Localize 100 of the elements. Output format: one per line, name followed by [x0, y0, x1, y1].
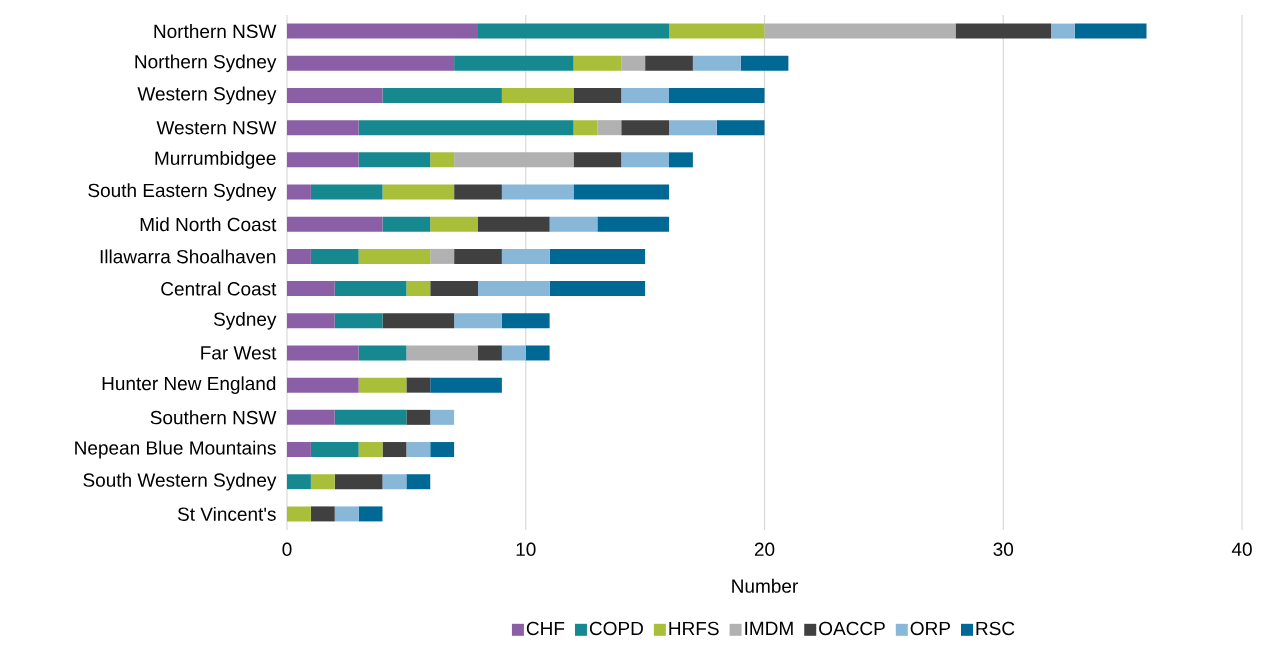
x-axis-title: Number: [732, 578, 798, 593]
bar: [382, 216, 431, 232]
bar: [382, 442, 407, 458]
bar: [358, 506, 383, 522]
bar: [334, 281, 407, 297]
bar: [406, 345, 478, 361]
bar: [287, 313, 335, 329]
legend-label: ORP: [910, 621, 950, 636]
bar: [454, 248, 502, 264]
bar: [334, 474, 383, 490]
bar: [287, 87, 383, 103]
bar: [669, 87, 765, 103]
bar: [310, 442, 359, 458]
bar: [287, 216, 383, 232]
bar: [430, 152, 455, 168]
x-tick-label: 20: [754, 542, 775, 556]
bar: [430, 281, 478, 297]
bar: [358, 377, 407, 393]
bar: [669, 120, 717, 136]
legend-label: COPD: [589, 621, 643, 636]
bar: [310, 506, 335, 522]
bar: [406, 281, 431, 297]
bar: [621, 87, 670, 103]
y-tick-label: South Western Sydney: [83, 472, 277, 491]
bar: [358, 248, 431, 264]
bar: [478, 345, 502, 361]
bar: [287, 474, 311, 490]
y-tick-label: Mid North Coast: [140, 217, 277, 232]
bar: [501, 87, 574, 103]
bar: [358, 120, 574, 136]
bar: [621, 152, 670, 168]
bar: [287, 184, 311, 200]
legend-label: HRFS: [669, 621, 719, 636]
bar: [573, 87, 622, 103]
y-tick-label: South Eastern Sydney: [88, 183, 277, 201]
bar: [287, 345, 359, 361]
bar: [334, 409, 407, 425]
bar: [334, 313, 383, 329]
bar: [406, 409, 431, 425]
bar: [478, 281, 550, 297]
bar: [406, 442, 431, 458]
bar: [310, 184, 383, 200]
bar: [287, 248, 311, 264]
bar: [692, 55, 741, 71]
bar: [382, 87, 502, 103]
bar: [597, 120, 622, 136]
y-tick-label: Nepean Blue Mountains: [75, 440, 276, 459]
bar: [358, 152, 431, 168]
bar: [382, 184, 455, 200]
x-tick-label: 10: [516, 542, 536, 556]
y-tick-label: Southern NSW: [150, 410, 277, 425]
y-tick-label: Illawarra Shoalhaven: [100, 249, 276, 264]
bar: [621, 120, 670, 136]
y-tick-label: Murrumbidgee: [155, 150, 276, 169]
bar: [454, 313, 502, 329]
legend-label: RSC: [976, 621, 1015, 636]
bar: [430, 248, 455, 264]
bar: [549, 248, 646, 264]
bar: [621, 55, 646, 71]
bar: [454, 55, 574, 71]
bar: [478, 216, 550, 232]
bar: [287, 23, 478, 39]
bar: [382, 313, 455, 329]
bar: [716, 120, 765, 136]
bar: [334, 506, 359, 522]
bar: [573, 152, 622, 168]
bar: [549, 281, 646, 297]
bar: [645, 55, 693, 71]
bar: [454, 152, 574, 168]
bar: [1074, 23, 1147, 39]
x-tick-label: 40: [1231, 542, 1252, 556]
bar: [501, 248, 550, 264]
bar: [454, 184, 502, 200]
bar: [358, 345, 407, 361]
y-tick-label: Sydney: [213, 311, 277, 330]
bar: [669, 23, 765, 39]
bar: [501, 345, 526, 361]
bar: [287, 442, 311, 458]
y-tick-label: Western Sydney: [137, 86, 277, 105]
bar: [287, 409, 335, 425]
y-tick-label: Hunter New England: [102, 376, 276, 395]
bar: [287, 120, 359, 136]
bar: [573, 184, 670, 200]
bar: [310, 474, 335, 490]
bar: [549, 216, 598, 232]
bar: [287, 281, 335, 297]
bar: [382, 474, 407, 490]
bar: [501, 184, 574, 200]
x-tick-label: 0: [282, 542, 292, 556]
y-tick-label: St Vincent's: [177, 506, 276, 521]
bar: [1051, 23, 1075, 39]
bar: [478, 23, 670, 39]
bar: [287, 55, 455, 71]
y-tick-label: Northern NSW: [154, 24, 277, 39]
bar: [287, 377, 359, 393]
bar: [573, 120, 598, 136]
y-tick-label: Far West: [201, 346, 277, 360]
bar: [669, 152, 693, 168]
bar: [358, 442, 383, 458]
bar: [430, 377, 502, 393]
